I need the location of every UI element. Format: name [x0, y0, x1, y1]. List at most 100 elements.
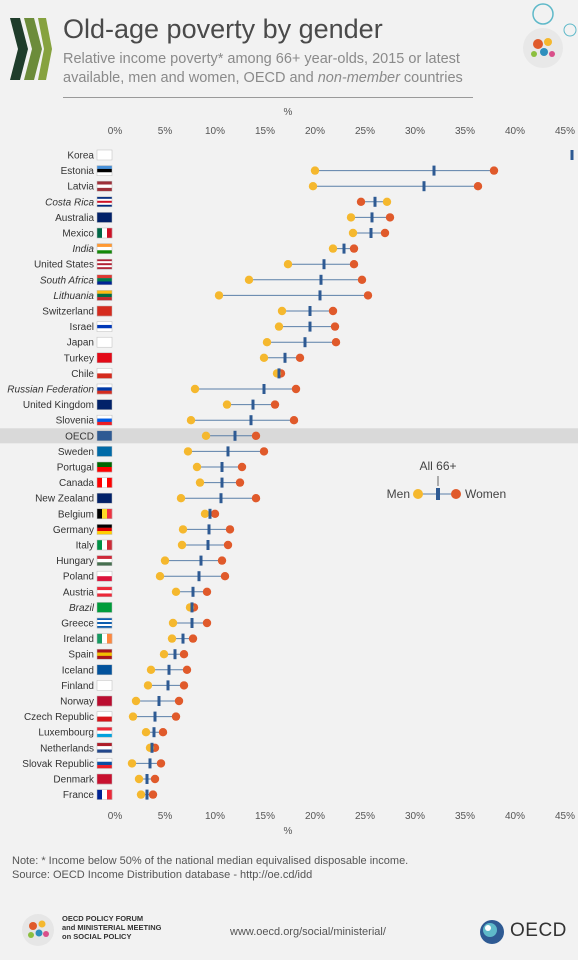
flag-stripe: [97, 390, 112, 395]
flag-stripe: [97, 733, 112, 738]
all-marker: [190, 602, 194, 613]
flag-stripe: [97, 620, 112, 623]
flag-stripe: [97, 373, 112, 379]
flag-stripe: [97, 746, 112, 750]
men-dot: [259, 353, 269, 362]
x-tick-label-bottom: 5%: [158, 811, 173, 822]
flag-stripe: [97, 618, 112, 621]
page-title: Old-age poverty by gender: [63, 14, 383, 44]
flag-icon: [96, 446, 113, 457]
women-dot: [349, 260, 359, 269]
country-label: Poland: [63, 572, 94, 583]
country-label: India: [72, 244, 94, 255]
footer-url[interactable]: www.oecd.org/social/ministerial/: [230, 926, 386, 938]
country-label: Korea: [67, 151, 94, 162]
flag-icon: [96, 165, 113, 176]
flag-icon: [96, 617, 113, 629]
flag-icon: [96, 524, 113, 535]
men-dot: [160, 556, 170, 565]
flag-stripe: [102, 789, 108, 800]
flag-stripe: [97, 306, 112, 317]
men-dot: [192, 462, 202, 472]
men-dot: [348, 228, 358, 238]
men-dot: [168, 618, 178, 628]
country-label: Chile: [71, 369, 94, 380]
flag-icon: [96, 695, 113, 707]
flag-stripe: [97, 602, 112, 613]
flag-stripe: [97, 212, 112, 223]
country-label: Belgium: [58, 509, 94, 520]
flag-stripe: [97, 576, 112, 582]
men-dot: [131, 696, 141, 706]
flag-icon: [96, 258, 113, 270]
country-label: Canada: [59, 478, 94, 489]
x-tick-label-bottom: 10%: [205, 811, 225, 822]
men-dot: [177, 540, 187, 550]
women-dot: [289, 416, 299, 425]
women-dot: [380, 228, 390, 238]
men-dot: [127, 759, 137, 768]
flag-stripe: [97, 664, 112, 675]
flag-icon: [96, 570, 113, 582]
women-dot: [158, 728, 168, 737]
flag-stripe: [97, 586, 112, 591]
men-dot: [382, 197, 392, 206]
flag-stripe: [97, 274, 112, 279]
flag-stripe: [97, 508, 103, 519]
legend-women-dot: [451, 489, 461, 499]
flag-stripe: [102, 228, 108, 238]
country-label: Czech Republic: [24, 712, 94, 723]
flag-stripe: [97, 246, 112, 251]
flag-icon: [96, 399, 113, 410]
country-label: United Kingdom: [23, 400, 94, 411]
country-label: Slovak Republic: [22, 759, 94, 770]
flag-stripe: [97, 789, 103, 800]
flag-icon: [96, 555, 113, 566]
men-dot: [190, 384, 200, 394]
flag-icon: [96, 352, 113, 364]
country-label: Greece: [61, 619, 94, 630]
flag-stripe: [97, 172, 112, 176]
country-label: Latvia: [67, 182, 94, 193]
all-marker: [220, 462, 224, 472]
women-dot: [331, 338, 341, 347]
men-dot: [141, 728, 151, 737]
flag-stripe: [97, 250, 112, 254]
x-tick-label-top: 45%: [555, 126, 575, 137]
all-marker: [181, 633, 185, 644]
flag-stripe: [102, 477, 108, 488]
country-label: Japan: [67, 338, 94, 349]
flag-stripe: [97, 328, 112, 332]
flag-icon: [96, 243, 113, 254]
x-tick-label-bottom: 35%: [455, 811, 475, 822]
country-label: Lithuania: [53, 291, 94, 302]
all-marker: [191, 586, 195, 597]
flag-icon: [96, 492, 113, 504]
women-dot: [385, 213, 395, 222]
flag-stripe: [107, 228, 113, 238]
women-dot: [251, 494, 261, 503]
flag-icon: [96, 414, 113, 426]
flag-stripe: [107, 508, 113, 519]
flag-stripe: [97, 281, 112, 285]
flag-stripe: [97, 649, 112, 653]
all-marker: [145, 774, 149, 784]
flag-icon: [96, 321, 113, 332]
x-tick-label-top: 40%: [505, 126, 525, 137]
forum-title: OECD POLICY FORUM and MINISTERIAL MEETIN…: [62, 914, 162, 941]
country-label: Costa Rica: [45, 197, 94, 208]
country-label: Brazil: [69, 603, 95, 614]
women-dot: [237, 462, 247, 472]
flag-stripe: [97, 633, 103, 644]
x-tick-label-top: 25%: [355, 126, 375, 137]
country-label: Spain: [68, 650, 94, 661]
flag-stripe: [97, 384, 112, 388]
women-dot: [489, 166, 499, 175]
flag-icon: [96, 742, 113, 754]
flag-icon: [96, 711, 113, 722]
flag-icon: [96, 773, 113, 785]
axis-unit-top: %: [284, 107, 293, 118]
flag-stripe: [97, 680, 112, 691]
footer: [0, 900, 578, 960]
country-label: Norway: [60, 697, 94, 708]
